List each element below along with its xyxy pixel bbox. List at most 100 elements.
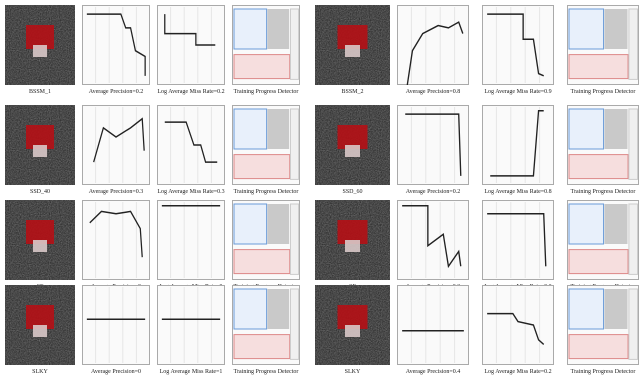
progress-legend [289, 8, 300, 80]
curve [487, 13, 544, 77]
plot-thumbnail [397, 105, 469, 185]
plot-thumbnail [482, 5, 554, 85]
curve [89, 210, 143, 258]
plot-thumbnail [482, 200, 554, 280]
curve [406, 21, 464, 85]
plot-thumbnail [232, 5, 300, 85]
plot-frame [397, 200, 469, 280]
progress-side [267, 204, 290, 244]
detection-box [345, 145, 360, 157]
sample-image [315, 285, 390, 365]
progress-bottom [233, 154, 291, 180]
progress-top [233, 203, 268, 245]
progress-bottom [568, 154, 629, 180]
plot-thumbnail [482, 285, 554, 365]
plot-thumbnail [567, 105, 639, 185]
progress-top [233, 8, 268, 50]
progress-legend [628, 108, 639, 180]
plot-caption: Log Average Miss Rate=0.8 [484, 189, 552, 195]
curve [487, 312, 545, 346]
progress-bottom [233, 54, 291, 80]
plot-caption: Average Precision=0.2 [88, 89, 144, 95]
plot-frame [157, 285, 225, 365]
plot-caption: Training Progress Detector [570, 89, 636, 95]
curve [490, 109, 544, 177]
plot-caption: Average Precision=0 [90, 369, 142, 375]
progress-bottom [568, 249, 629, 275]
progress-side [604, 109, 628, 149]
progress-legend [628, 8, 639, 80]
plot-caption: Log Average Miss Rate=0.2 [157, 89, 225, 95]
plot-thumbnail [232, 105, 300, 185]
curve [164, 121, 218, 163]
progress-bottom [568, 334, 629, 360]
plot-caption: Training Progress Detector [233, 189, 299, 195]
progress-legend [289, 288, 300, 360]
plot-thumbnail [397, 285, 469, 365]
plot-caption: Average Precision=0.2 [405, 189, 461, 195]
plot-frame [397, 5, 469, 85]
plot-caption: Training Progress Detector [233, 369, 299, 375]
progress-legend [628, 288, 639, 360]
plot-thumbnail [567, 285, 639, 365]
detection-box [345, 240, 360, 252]
plot-frame [82, 200, 150, 280]
sample-image [315, 200, 390, 280]
sample-image [5, 5, 75, 85]
plot-caption: Training Progress Detector [233, 89, 299, 95]
detection-box [345, 325, 360, 337]
plot-thumbnail [232, 200, 300, 280]
plot-caption: Log Average Miss Rate=0.9 [484, 89, 552, 95]
progress-side [267, 289, 290, 329]
progress-bottom [568, 54, 629, 80]
plot-caption: Average Precision=0.3 [88, 189, 144, 195]
plot-thumbnail [157, 200, 225, 280]
plot-frame [157, 105, 225, 185]
progress-legend [289, 203, 300, 275]
progress-bottom [233, 334, 291, 360]
plot-frame [82, 285, 150, 365]
plot-caption: Average Precision=0.8 [405, 89, 461, 95]
plot-caption: Log Average Miss Rate=0.2 [484, 369, 552, 375]
progress-top [233, 108, 268, 150]
plot-caption: Training Progress Detector [570, 369, 636, 375]
image-label: BSSM_2 [341, 89, 364, 95]
plot-caption: Training Progress Detector [570, 189, 636, 195]
plot-thumbnail [482, 105, 554, 185]
progress-top [568, 288, 605, 330]
detection-box [345, 45, 360, 57]
detection-box [33, 145, 47, 157]
progress-legend [628, 203, 639, 275]
plot-thumbnail [157, 285, 225, 365]
progress-side [604, 289, 628, 329]
progress-side [604, 9, 628, 49]
plot-thumbnail [82, 200, 150, 280]
plot-frame [482, 5, 554, 85]
progress-side [604, 204, 628, 244]
plot-thumbnail [157, 5, 225, 85]
plot-frame [482, 285, 554, 365]
detection-box [33, 240, 47, 252]
sample-image [315, 5, 390, 85]
sample-image [5, 285, 75, 365]
progress-bottom [233, 249, 291, 275]
image-label: BSSM_1 [28, 89, 51, 95]
plot-thumbnail [82, 5, 150, 85]
curve [487, 212, 547, 267]
plot-caption: Log Average Miss Rate=0.3 [157, 189, 225, 195]
curve [86, 13, 146, 76]
plot-frame [82, 105, 150, 185]
sample-image [5, 105, 75, 185]
progress-legend [289, 108, 300, 180]
image-label: SLKY [344, 369, 361, 375]
progress-top [233, 288, 268, 330]
plot-thumbnail [397, 5, 469, 85]
curve [405, 113, 462, 176]
curve [402, 204, 462, 269]
plot-thumbnail [157, 105, 225, 185]
image-label: SLKY [32, 369, 48, 375]
plot-thumbnail [567, 5, 639, 85]
sample-image [315, 105, 390, 185]
plot-frame [482, 105, 554, 185]
